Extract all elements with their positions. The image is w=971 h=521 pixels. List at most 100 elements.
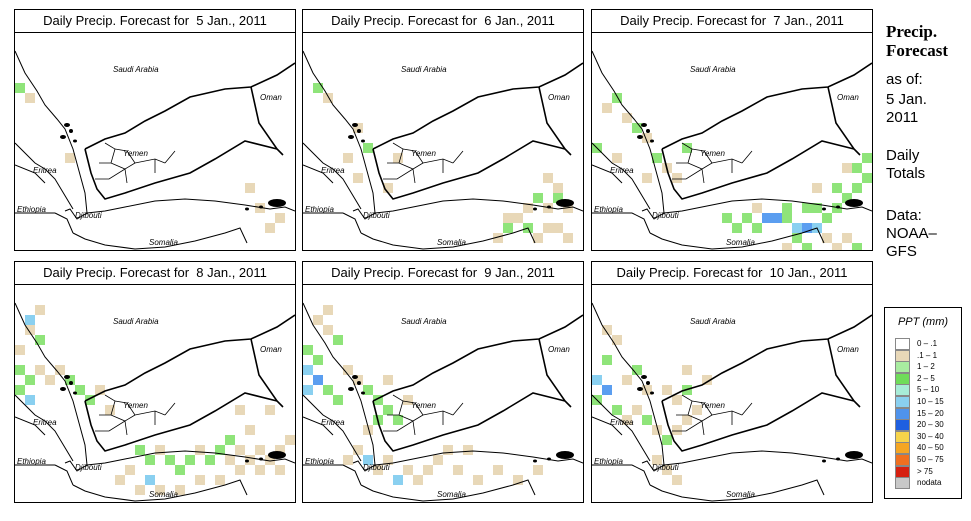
border-line	[72, 227, 248, 250]
border-line	[661, 62, 872, 150]
label-eritrea: Eritrea	[321, 166, 345, 175]
precip-cell	[215, 445, 225, 455]
label-oman: Oman	[260, 345, 282, 354]
precip-cell	[533, 193, 543, 203]
legend-swatch	[895, 384, 910, 397]
precip-cell	[215, 475, 225, 485]
island-shape	[60, 135, 66, 139]
precip-cell	[15, 345, 25, 355]
legend-swatch	[895, 465, 910, 478]
island-shape	[646, 381, 650, 385]
border-line	[86, 198, 295, 214]
precip-cell	[323, 385, 333, 395]
label-djibouti: Djibouti	[75, 463, 102, 472]
border-line	[15, 394, 74, 462]
precip-cell	[363, 143, 373, 153]
map-canvas	[303, 302, 583, 502]
border-line	[374, 450, 583, 466]
precip-cell	[612, 335, 622, 345]
precip-cell	[145, 475, 155, 485]
label-yemen: Yemen	[411, 149, 436, 158]
precip-cell	[752, 203, 762, 213]
precip-cell	[812, 203, 822, 213]
map-canvas	[303, 50, 583, 250]
island-shape	[836, 205, 840, 209]
map-canvas	[592, 50, 872, 250]
legend-label: 1 – 2	[917, 362, 935, 372]
forecast-map: Saudi Arabia Oman Yemen Eritrea Ethiopia Djib…	[14, 284, 296, 503]
precip-cell	[175, 485, 185, 495]
precip-cell	[225, 435, 235, 445]
precip-cell	[413, 475, 423, 485]
forecast-panel: Daily Precip. Forecast for 5 Jan., 2011 S…	[14, 9, 296, 251]
border-line	[303, 416, 334, 436]
island-shape	[533, 459, 537, 463]
label-yemen: Yemen	[700, 149, 725, 158]
precip-cell	[165, 455, 175, 465]
label-saudi-arabia: Saudi Arabia	[690, 65, 736, 74]
precip-cell	[463, 445, 473, 455]
precip-cell	[662, 385, 672, 395]
island-shape	[822, 207, 826, 211]
border-line	[15, 142, 74, 210]
border-line	[538, 86, 572, 156]
island-shape	[352, 375, 358, 379]
border-line	[661, 392, 855, 452]
border-line	[84, 62, 295, 150]
precip-cell	[353, 445, 363, 455]
precip-cell	[393, 415, 403, 425]
border-line	[303, 394, 362, 462]
border-line	[663, 198, 872, 214]
precip-cell	[862, 153, 872, 163]
precip-cell	[135, 445, 145, 455]
legend-label: 10 – 15	[917, 397, 944, 406]
island-shape	[259, 457, 263, 461]
precip-cell	[742, 213, 752, 223]
border-line	[372, 392, 566, 452]
border-line	[250, 86, 284, 156]
forecast-map: Saudi Arabia Oman Yemen Eritrea Ethiopia Djib…	[591, 284, 873, 503]
border-line	[15, 302, 88, 472]
island-shape	[73, 139, 77, 143]
label-oman: Oman	[260, 93, 282, 102]
precip-cell	[175, 465, 185, 475]
precip-cell	[782, 243, 792, 250]
precip-cell	[403, 395, 413, 405]
forecast-panel: Daily Precip. Forecast for 8 Jan., 2011 S…	[14, 261, 296, 503]
island-shape	[822, 459, 826, 463]
precip-cell	[802, 203, 812, 213]
precip-cell	[812, 183, 822, 193]
label-djibouti: Djibouti	[75, 211, 102, 220]
precip-cell	[862, 173, 872, 183]
island-shape	[533, 207, 537, 211]
precip-cell	[235, 405, 245, 415]
forecast-map: Saudi Arabia Oman Yemen Eritrea Ethiopia Djib…	[14, 32, 296, 251]
precip-cell	[493, 233, 503, 243]
precip-cell	[75, 385, 85, 395]
precip-cell	[802, 243, 812, 250]
border-line	[84, 392, 278, 452]
precip-cell	[323, 325, 333, 335]
precip-cell	[343, 455, 353, 465]
precip-cell	[533, 233, 543, 243]
precip-cell	[453, 465, 463, 475]
label-yemen: Yemen	[700, 401, 725, 410]
border-line	[592, 142, 651, 210]
border-line	[95, 142, 176, 184]
island-shape	[268, 199, 286, 207]
border-line	[72, 479, 248, 502]
border-line	[631, 464, 651, 486]
island-shape	[348, 135, 354, 139]
legend-swatch	[895, 477, 910, 490]
precip-cell	[503, 223, 513, 233]
daily-totals-label: Daily Totals	[886, 147, 926, 182]
label-oman: Oman	[548, 345, 570, 354]
legend-label: 5 – 10	[917, 385, 940, 395]
legend-label: nodata	[917, 478, 942, 488]
legend-swatch	[895, 361, 910, 374]
precip-cell	[782, 213, 792, 223]
panel-title: Daily Precip. Forecast for 10 Jan., 2011	[591, 261, 873, 285]
precip-cell	[333, 335, 343, 345]
precip-cell	[323, 93, 333, 103]
precip-cell	[852, 163, 862, 173]
